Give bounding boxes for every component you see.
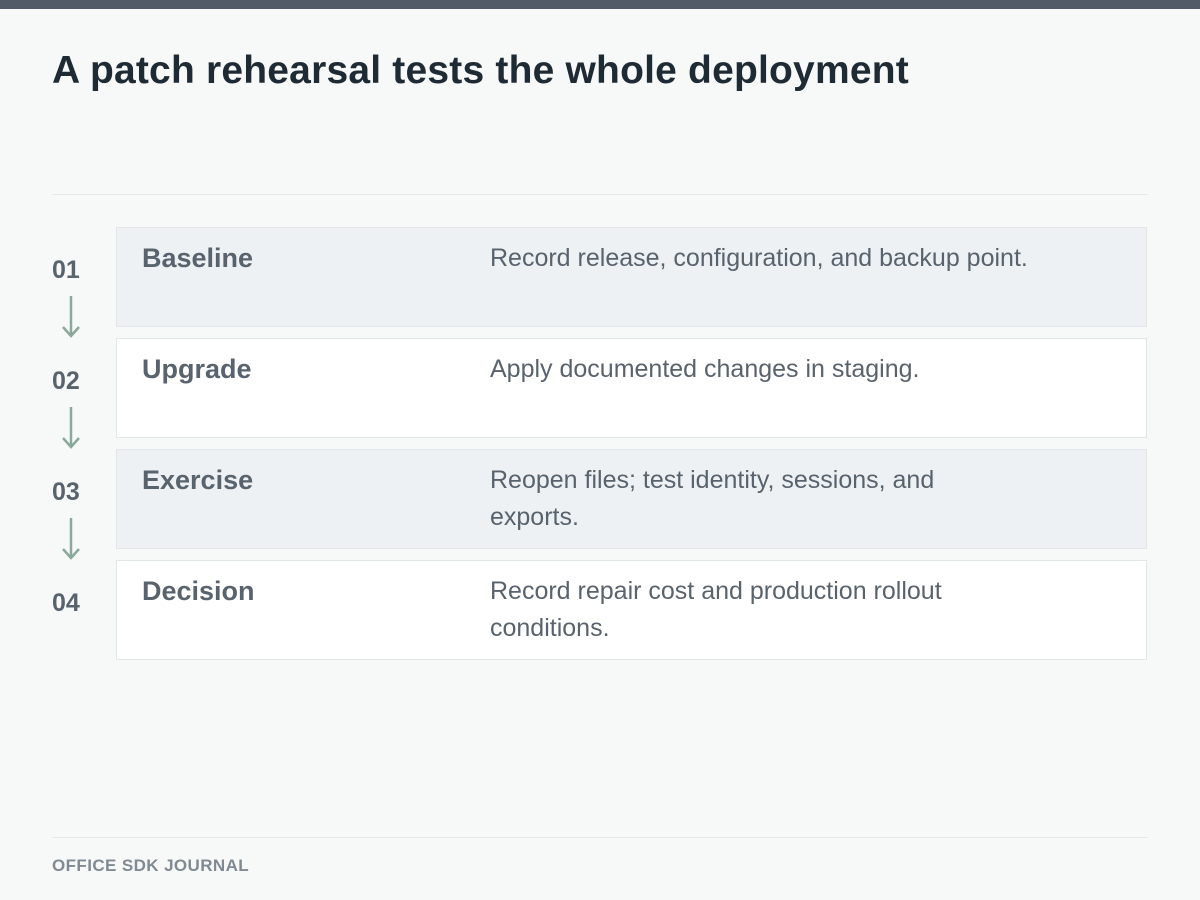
step-description: Record release, configuration, and backu… <box>490 244 1028 272</box>
footer-divider <box>52 837 1148 838</box>
step-description: Apply documented changes in staging. <box>490 355 920 383</box>
step-number: 04 <box>52 589 80 617</box>
footer-publication-name: OFFICE SDK JOURNAL <box>52 856 250 875</box>
top-accent-bar <box>0 0 1200 9</box>
step-row-decision: Decision Record repair cost and producti… <box>116 560 1147 660</box>
step-description: Reopen files; test identity, sessions, a… <box>490 466 935 531</box>
down-arrow-icon <box>62 407 80 449</box>
step-label: Exercise <box>142 465 254 495</box>
step-number: 02 <box>52 367 80 395</box>
step-description: Record repair cost and production rollou… <box>490 577 942 642</box>
step-label: Upgrade <box>142 354 252 384</box>
step-number: 01 <box>52 256 80 284</box>
step-row-upgrade: Upgrade Apply documented changes in stag… <box>116 338 1147 438</box>
title-divider <box>52 194 1148 195</box>
step-number: 03 <box>52 478 80 506</box>
step-label: Decision <box>142 576 255 606</box>
step-label: Baseline <box>142 243 254 273</box>
step-row-baseline: Baseline Record release, configuration, … <box>116 227 1147 327</box>
down-arrow-icon <box>62 296 80 338</box>
down-arrow-icon <box>62 518 80 560</box>
step-row-exercise: Exercise Reopen files; test identity, se… <box>116 449 1147 549</box>
page-title: A patch rehearsal tests the whole deploy… <box>52 49 909 92</box>
